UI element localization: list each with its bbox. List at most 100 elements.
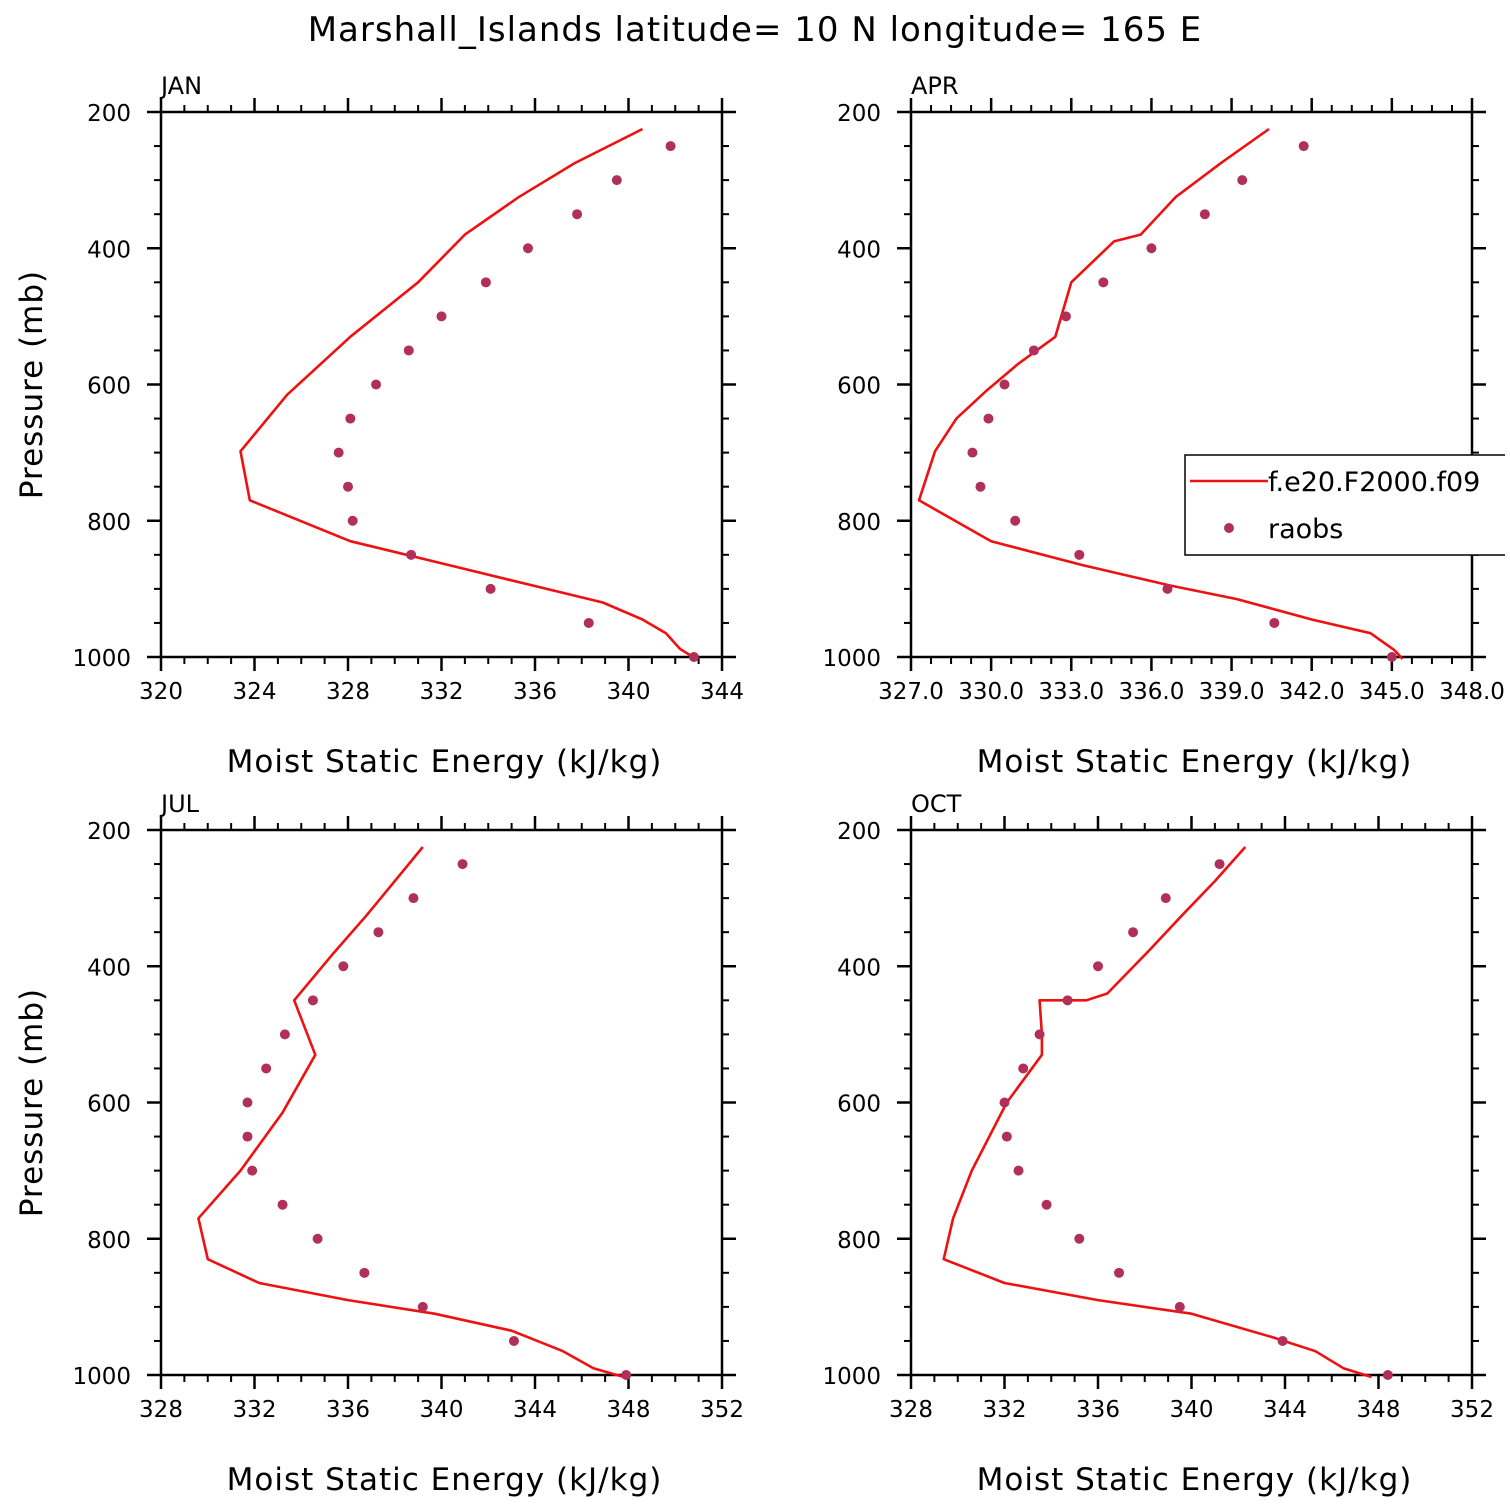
x-tick-label: 332 [233,1397,277,1423]
obs-point [417,1301,428,1312]
obs-point [1146,243,1157,254]
obs-point [1199,209,1210,220]
obs-point [688,652,699,662]
x-tick-label: 340 [607,679,651,705]
x-tick-label: 340 [1170,1397,1214,1423]
obs-point [242,1097,253,1108]
model-line [197,846,625,1379]
x-tick-label: 330.0 [958,679,1024,705]
x-tick-label: 327.0 [878,679,944,705]
obs-point [522,243,533,254]
y-tick-label: 1000 [72,646,131,672]
panel-title: OCT [911,790,962,818]
y-tick-label: 1000 [72,1364,131,1390]
y-tick-label: 1000 [822,1364,881,1390]
obs-point [1160,893,1171,904]
y-axis-label: Pressure (mb) [14,270,50,499]
obs-point [343,481,353,492]
obs-point [1074,549,1085,560]
x-tick-label: 320 [139,679,183,705]
obs-point [436,311,447,322]
panel-apr: APR 327.0 330.0 333.0 336.0 339.0 342.0 345.0 34… [822,72,1504,780]
obs-point [1174,1301,1185,1312]
panel-title: JAN [159,72,202,100]
model-line [239,127,697,661]
obs-point [1062,995,1073,1006]
obs-point [277,1199,288,1210]
obs-point [1214,859,1225,870]
obs-point [333,447,344,458]
x-axis-label: Moist Static Energy (kJ/kg) [977,1462,1413,1498]
obs-point [999,379,1010,390]
y-tick-label: 200 [837,101,881,127]
obs-point [983,413,994,424]
obs-point [359,1267,370,1278]
x-tick-label: 328 [139,1397,183,1423]
obs-point [583,617,594,628]
x-tick-label: 344 [1263,1397,1307,1423]
obs-point [338,961,349,972]
obs-point [347,515,358,526]
obs-point [1013,1165,1024,1176]
obs-point [371,379,382,390]
obs-point [999,1097,1010,1108]
legend: f.e20.F2000.f09 raobs [1184,454,1505,556]
figure-title: Marshall_Islands latitude= 10 N longitud… [307,10,1203,50]
panel-jan: JAN 320 324 328 332 336 340 344 200 400 600 800 1000… [14,72,744,780]
obs-point [247,1165,258,1176]
x-tick-label: 333.0 [1038,679,1104,705]
obs-point [975,481,986,492]
y-tick-label: 200 [87,101,131,127]
obs-point [485,583,496,594]
y-tick-label: 800 [837,510,881,536]
obs-point [1237,175,1248,186]
x-tick-label: 336 [1076,1397,1120,1423]
x-tick-label: 348.0 [1439,679,1505,705]
x-tick-label: 332 [983,1397,1027,1423]
x-tick-label: 345.0 [1359,679,1425,705]
y-tick-label: 400 [837,237,881,263]
obs-point [457,859,468,870]
x-tick-label: 336 [513,679,557,705]
x-axis-label: Moist Static Energy (kJ/kg) [227,1462,663,1498]
panel-title: JUL [159,790,200,818]
obs-point [1074,1233,1085,1244]
x-tick-label: 352 [700,1397,744,1423]
obs-point [345,413,356,424]
plot-frame [159,110,724,659]
y-tick-label: 200 [837,819,881,845]
obs-point [279,1029,290,1040]
x-tick-label: 328 [889,1397,933,1423]
obs-point [1298,141,1309,152]
x-tick-label: 344 [700,679,744,705]
obs-point [1277,1335,1288,1346]
obs-point [572,209,583,220]
obs-point [1386,652,1397,662]
obs-point [1041,1199,1052,1210]
y-tick-label: 800 [837,1228,881,1254]
x-tick-label: 339.0 [1199,679,1265,705]
y-tick-label: 200 [87,819,131,845]
obs-point [307,995,318,1006]
y-tick-label: 400 [87,955,131,981]
obs-point [1001,1131,1012,1142]
y-axis-label: Pressure (mb) [14,988,50,1217]
x-tick-label: 344 [513,1397,557,1423]
obs-point [261,1063,272,1074]
y-tick-label: 800 [87,510,131,536]
model-line [942,846,1372,1379]
y-tick-label: 400 [87,237,131,263]
legend-box [1184,454,1505,556]
obs-point [1269,617,1280,628]
obs-point [1114,1267,1125,1278]
panel-title: APR [911,72,959,100]
obs-point [1010,515,1021,526]
y-tick-label: 600 [87,1092,131,1118]
obs-point [1034,1029,1045,1040]
y-tick-label: 600 [87,374,131,400]
x-tick-label: 332 [420,679,464,705]
obs-point [508,1335,519,1346]
x-axis-label: Moist Static Energy (kJ/kg) [977,744,1413,780]
obs-point [967,447,978,458]
